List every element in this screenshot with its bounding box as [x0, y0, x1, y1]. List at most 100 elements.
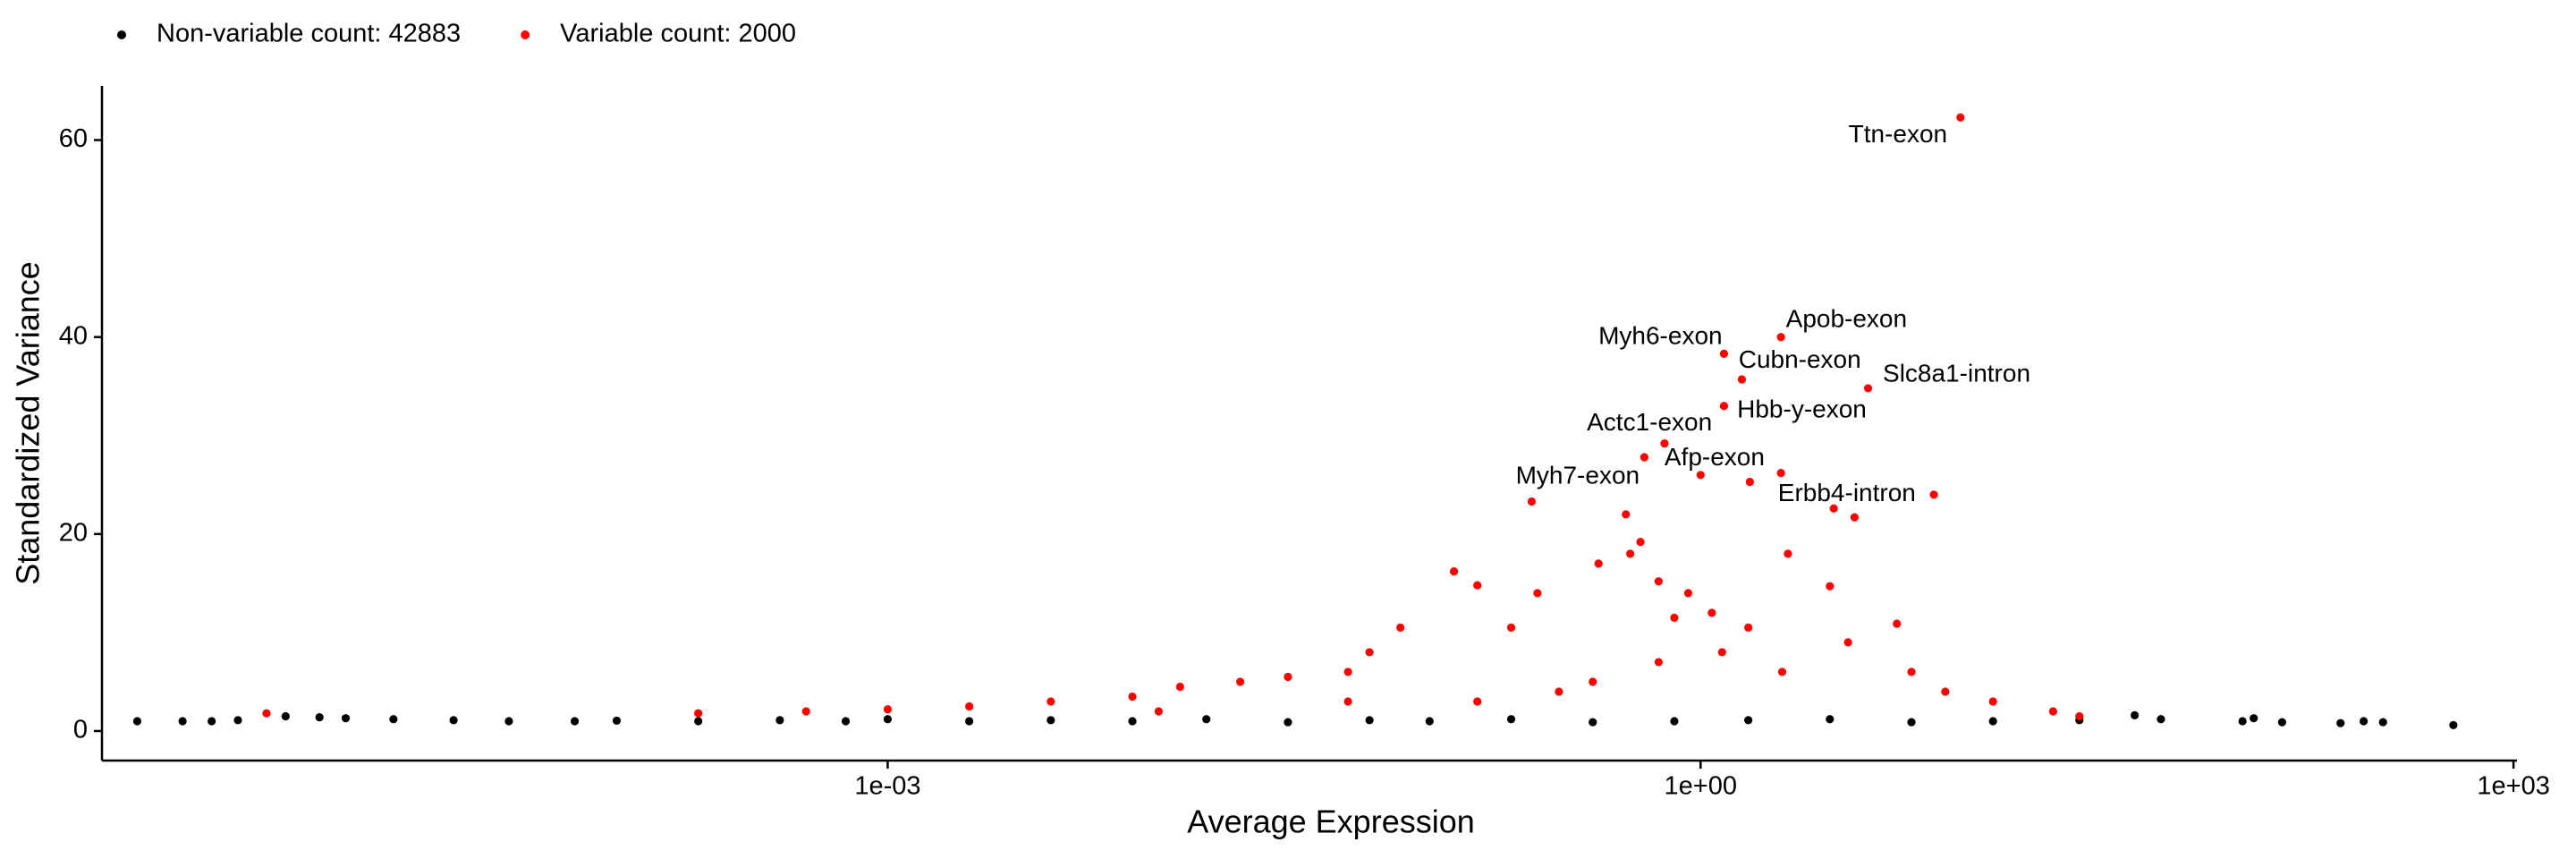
point-label: Myh6-exon	[1598, 321, 1723, 349]
point	[132, 717, 142, 726]
point	[1284, 718, 1292, 727]
point	[1284, 672, 1292, 682]
point	[1719, 349, 1729, 358]
point	[570, 717, 580, 726]
point	[2131, 710, 2140, 719]
point	[1343, 668, 1352, 676]
y-axis-title: Standardized Variance	[10, 261, 47, 585]
point-label: Myh7-exon	[1516, 461, 1640, 489]
point	[1626, 549, 1635, 558]
point	[1717, 648, 1726, 657]
point	[1365, 648, 1374, 657]
x-tick-label: 1e-03	[854, 772, 920, 801]
point	[1737, 375, 1747, 384]
y-tick-label: 40	[59, 321, 88, 350]
point	[1829, 504, 1838, 513]
point	[1175, 682, 1184, 692]
legend-label: Non-variable count: 42883	[157, 20, 461, 48]
point-label: Erbb4-intron	[1778, 479, 1916, 506]
legend-marker	[521, 30, 530, 39]
point	[1128, 692, 1137, 702]
point	[1988, 697, 1997, 706]
point	[1449, 567, 1459, 576]
point	[208, 717, 216, 726]
point	[1533, 589, 1542, 598]
point	[1670, 717, 1679, 726]
point	[883, 715, 893, 724]
point	[841, 717, 851, 726]
point	[504, 717, 513, 726]
point	[1988, 717, 1997, 726]
point	[1046, 716, 1055, 725]
point	[1929, 490, 1938, 499]
point	[965, 717, 974, 726]
point	[1527, 497, 1537, 506]
point	[1506, 623, 1516, 633]
point	[1589, 718, 1597, 727]
point	[178, 717, 187, 726]
point-label: Cubn-exon	[1739, 345, 1861, 373]
point	[2157, 715, 2165, 724]
point	[2277, 718, 2287, 727]
point	[449, 716, 458, 725]
point	[1365, 716, 1374, 725]
point	[1776, 333, 1785, 342]
point-label: Apob-exon	[1786, 305, 1907, 333]
legend-marker	[117, 30, 126, 39]
point	[1907, 668, 1916, 676]
point	[1396, 623, 1405, 633]
point	[1154, 707, 1163, 716]
point	[1046, 697, 1055, 706]
point	[1128, 717, 1137, 726]
point	[1956, 113, 1965, 122]
point	[1744, 716, 1753, 725]
point	[1776, 468, 1785, 478]
point	[1850, 513, 1860, 522]
point	[1506, 715, 1516, 724]
point	[1654, 658, 1663, 667]
point	[1745, 477, 1754, 487]
point-label: Hbb-y-exon	[1737, 395, 1867, 423]
point	[233, 716, 242, 725]
point	[1941, 687, 1950, 696]
point	[1670, 613, 1679, 622]
point	[1473, 581, 1482, 590]
y-tick-label: 20	[59, 518, 88, 547]
point	[1696, 471, 1705, 480]
point	[2048, 707, 2058, 716]
point	[694, 717, 703, 726]
point	[1640, 453, 1648, 462]
point	[1555, 687, 1563, 696]
point	[1235, 677, 1245, 686]
point	[1863, 384, 1873, 393]
point	[1744, 623, 1753, 633]
point	[1683, 589, 1693, 598]
x-axis-title: Average Expression	[1187, 804, 1475, 840]
point	[2075, 711, 2084, 721]
point	[694, 709, 703, 718]
point	[2250, 714, 2258, 723]
point	[1636, 538, 1645, 547]
point	[2449, 720, 2458, 729]
point	[2238, 717, 2247, 726]
point	[801, 707, 810, 716]
legend-label: Variable count: 2000	[560, 20, 796, 48]
point	[883, 705, 893, 714]
point	[1777, 668, 1787, 676]
point	[1202, 715, 1211, 724]
point	[315, 712, 324, 722]
point	[1425, 717, 1434, 726]
point	[1719, 402, 1729, 411]
x-tick-label: 1e+00	[1665, 772, 1737, 801]
point	[775, 716, 784, 725]
point	[2378, 718, 2387, 727]
point	[1594, 559, 1603, 568]
point	[389, 715, 398, 724]
point	[1343, 697, 1352, 706]
point-label: Actc1-exon	[1587, 408, 1712, 436]
point	[1707, 608, 1716, 617]
y-tick-label: 60	[59, 124, 88, 153]
point	[965, 702, 974, 711]
point	[2360, 717, 2368, 726]
point	[1843, 638, 1852, 647]
